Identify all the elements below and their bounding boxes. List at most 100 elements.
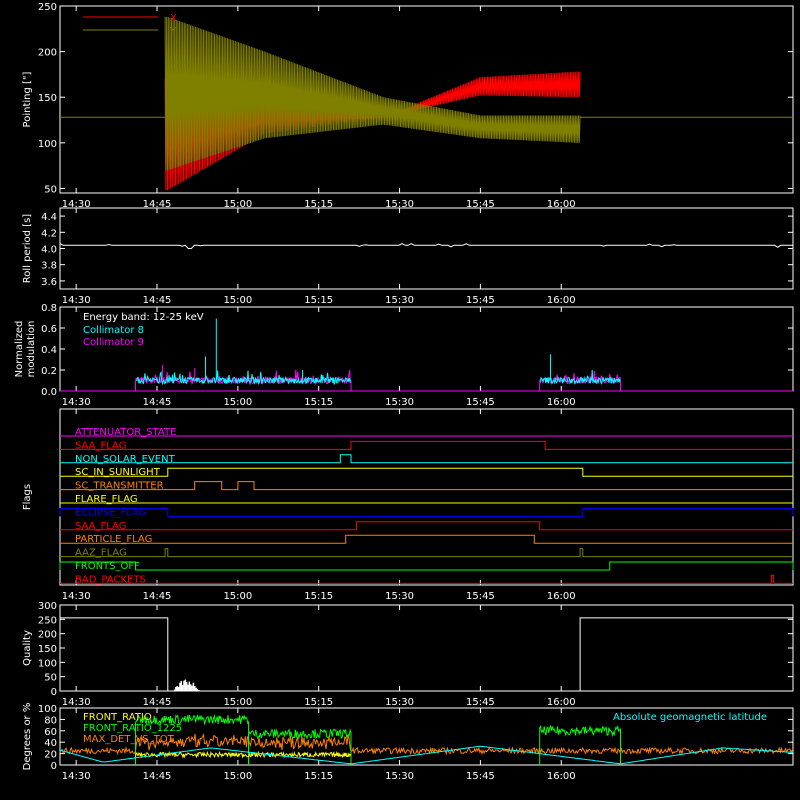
- x-tick-label: 14:30: [62, 591, 91, 602]
- panel-3: 14:30 14:45 15:00 15:15 15:30 15:45 16:00 Flags…: [22, 408, 794, 602]
- energy-band-annotation: Energy band: 12-25 keV: [83, 312, 204, 323]
- x-tick-label: 15:00: [223, 771, 252, 782]
- series-y-trace: [164, 16, 581, 171]
- y-tick-label: 20: [44, 750, 57, 761]
- y-tick-label: 150: [38, 93, 57, 104]
- flag-trace: [59, 561, 794, 571]
- y-tick-label: 60: [44, 727, 57, 738]
- flag-trace: [60, 534, 793, 544]
- front-ratio-1225-trace: [135, 713, 250, 765]
- y-axis-label: Degrees or %: [22, 703, 33, 771]
- y-tick-label: 80: [44, 715, 57, 726]
- y-tick-label: 0.6: [41, 324, 57, 335]
- x-tick-label: 14:45: [143, 771, 172, 782]
- flag-trace: [60, 548, 793, 558]
- x-tick-label: 14:45: [143, 697, 172, 708]
- y-axis-label: Quality: [22, 630, 33, 666]
- y-tick-label: 50: [44, 673, 57, 684]
- y-tick-label: 40: [44, 738, 57, 749]
- x-tick-label: 15:45: [466, 591, 495, 602]
- y-axis-label: modulation: [26, 321, 37, 378]
- x-tick-label: 15:30: [385, 771, 414, 782]
- x-tick-label: 15:15: [304, 295, 333, 306]
- y-tick-label: 0: [51, 687, 57, 698]
- flag-label: SC_IN_SUNLIGHT: [75, 467, 161, 478]
- panel-frame: [59, 207, 794, 290]
- panel-1: 14:30 14:45 15:00 15:15 15:30 15:45 16:00 Roll …: [22, 207, 794, 306]
- flag-trace: [59, 507, 794, 517]
- flag-label: NON_SOLAR_EVENT: [75, 454, 176, 465]
- x-tick-label: 16:00: [547, 771, 576, 782]
- x-tick-label: 16:00: [547, 199, 576, 210]
- x-tick-label: 14:30: [62, 199, 91, 210]
- panel-4: 14:30 14:45 15:00 15:15 15:30 15:45 16:00 Quali…: [22, 601, 794, 708]
- x-tick-label: 16:00: [547, 591, 576, 602]
- front-ratio-1225-trace: [539, 724, 621, 765]
- x-tick-label: 15:45: [466, 771, 495, 782]
- x-tick-label: 15:45: [466, 397, 495, 408]
- x-tick-label: 15:00: [223, 591, 252, 602]
- x-tick-label: 14:45: [143, 295, 172, 306]
- y-tick-label: 250: [38, 615, 57, 626]
- x-tick-label: 15:00: [223, 697, 252, 708]
- max-det-vs-tot-trace: [59, 733, 794, 756]
- y-tick-label: 0.0: [41, 387, 57, 398]
- flag-label: FLARE_FLAG: [75, 494, 138, 505]
- x-tick-label: 14:45: [143, 397, 172, 408]
- flag-trace: [60, 467, 793, 477]
- flag-trace: [60, 481, 793, 491]
- legend-label: Y: [169, 26, 177, 37]
- x-tick-label: 16:00: [547, 697, 576, 708]
- y-axis-label: Roll period [s]: [22, 214, 33, 283]
- x-tick-label: 14:45: [143, 199, 172, 210]
- x-tick-label: 15:30: [385, 295, 414, 306]
- x-tick-label: 15:45: [466, 295, 495, 306]
- x-tick-label: 15:45: [466, 697, 495, 708]
- y-tick-label: 100: [38, 658, 57, 669]
- legend-label: FRONT_RATIO_1225: [83, 723, 182, 734]
- x-tick-label: 14:30: [62, 697, 91, 708]
- y-tick-label: 200: [38, 630, 57, 641]
- y-tick-label: 100: [38, 704, 57, 715]
- x-tick-label: 16:00: [547, 295, 576, 306]
- flag-trace: [60, 454, 793, 464]
- y-tick-label: 0.4: [41, 345, 57, 356]
- flag-label: BAD_PACKETS: [75, 574, 146, 585]
- x-tick-label: 15:30: [385, 199, 414, 210]
- legend-label: Collimator 9: [83, 337, 144, 348]
- latitude-annotation: Absolute geomagnetic latitude: [613, 712, 767, 723]
- y-tick-label: 150: [38, 644, 57, 655]
- x-tick-label: 15:15: [304, 697, 333, 708]
- y-axis-label: Normalized: [14, 321, 25, 378]
- x-tick-label: 15:45: [466, 199, 495, 210]
- flag-label: AAZ_FLAG: [75, 548, 127, 559]
- geomagnetic-latitude-trace: [59, 745, 794, 765]
- flag-label: ECLIPSE_FLAG: [75, 507, 146, 518]
- modulation-trace: [539, 369, 621, 385]
- flag-trace: [60, 440, 793, 450]
- y-tick-label: 4.4: [41, 212, 57, 223]
- y-tick-label: 100: [38, 139, 57, 150]
- front-ratio-1225-trace: [248, 728, 352, 765]
- y-tick-label: 3.6: [41, 277, 57, 288]
- y-tick-label: 0.2: [41, 366, 57, 377]
- x-tick-label: 15:30: [385, 397, 414, 408]
- y-tick-label: 50: [44, 184, 57, 195]
- x-tick-label: 15:00: [223, 199, 252, 210]
- x-tick-label: 14:30: [62, 771, 91, 782]
- x-tick-label: 15:15: [304, 199, 333, 210]
- roll-period-trace: [59, 243, 793, 249]
- x-tick-label: 15:15: [304, 397, 333, 408]
- x-tick-label: 15:00: [223, 295, 252, 306]
- panel-frame: [59, 408, 794, 586]
- flag-label: SAA_FLAG: [75, 440, 126, 451]
- x-tick-label: 15:00: [223, 397, 252, 408]
- x-tick-label: 15:30: [385, 697, 414, 708]
- flag-label: PARTICLE_FLAG: [75, 534, 152, 545]
- x-tick-label: 16:00: [547, 397, 576, 408]
- quality-trace: [60, 617, 793, 692]
- x-tick-label: 15:15: [304, 771, 333, 782]
- y-tick-label: 3.8: [41, 261, 57, 272]
- panel-0: 14:30 14:45 15:00 15:15 15:30 15:45 16:00 Point…: [22, 2, 794, 210]
